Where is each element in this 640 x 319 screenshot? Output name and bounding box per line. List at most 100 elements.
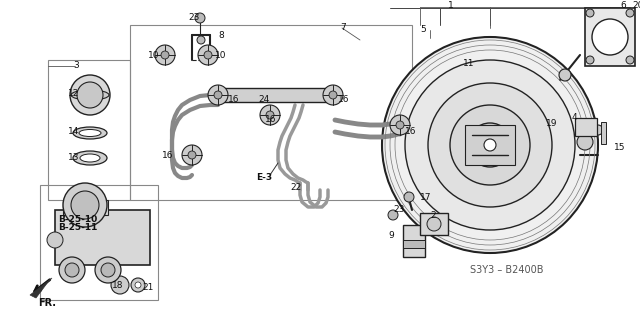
Text: 16: 16: [228, 95, 239, 105]
Bar: [55, 210, 150, 265]
Text: S3Y3 – B2400B: S3Y3 – B2400B: [470, 265, 543, 275]
Text: 8: 8: [218, 32, 224, 41]
Text: 1: 1: [448, 2, 454, 11]
Text: E-3: E-3: [256, 174, 272, 182]
Text: 16: 16: [338, 95, 349, 105]
Circle shape: [188, 151, 196, 159]
Text: 7: 7: [340, 24, 346, 33]
Bar: [48, 60, 130, 200]
Ellipse shape: [79, 130, 101, 137]
Circle shape: [266, 111, 274, 119]
Bar: [130, 25, 412, 200]
Text: 10: 10: [215, 50, 227, 60]
Circle shape: [480, 135, 500, 155]
Circle shape: [427, 217, 441, 231]
Text: 16: 16: [162, 151, 173, 160]
Text: 4: 4: [572, 114, 578, 122]
Text: 22: 22: [290, 183, 301, 192]
Circle shape: [484, 139, 496, 151]
Ellipse shape: [73, 151, 107, 165]
Bar: [420, 213, 448, 235]
Circle shape: [396, 121, 404, 129]
Text: 2: 2: [430, 211, 436, 219]
Text: B-25-10: B-25-10: [58, 216, 97, 225]
Circle shape: [626, 56, 634, 64]
Circle shape: [593, 125, 603, 135]
Text: 9: 9: [388, 231, 394, 240]
Text: 23: 23: [393, 205, 404, 214]
Circle shape: [77, 82, 103, 108]
Circle shape: [161, 51, 169, 59]
Circle shape: [71, 191, 99, 219]
Text: B-25-11: B-25-11: [58, 224, 97, 233]
Bar: [403, 225, 425, 257]
Text: 6: 6: [620, 2, 626, 11]
Circle shape: [204, 51, 212, 59]
Bar: [601, 122, 606, 144]
Ellipse shape: [80, 154, 100, 162]
Text: 23: 23: [188, 13, 200, 23]
Text: 15: 15: [614, 144, 625, 152]
Circle shape: [586, 9, 594, 17]
Bar: [40, 185, 158, 300]
Circle shape: [626, 9, 634, 17]
Circle shape: [63, 183, 107, 227]
Circle shape: [388, 210, 398, 220]
Circle shape: [47, 232, 63, 248]
Polygon shape: [30, 278, 52, 298]
Text: 11: 11: [463, 58, 474, 68]
Circle shape: [382, 37, 598, 253]
Bar: [218, 88, 333, 102]
Circle shape: [450, 105, 530, 185]
Text: 12: 12: [68, 88, 79, 98]
Bar: [403, 240, 425, 248]
Circle shape: [135, 282, 141, 288]
Text: 16: 16: [265, 115, 276, 124]
Bar: [465, 125, 515, 165]
Circle shape: [59, 257, 85, 283]
Text: 16: 16: [405, 128, 417, 137]
Text: 21: 21: [142, 284, 154, 293]
Circle shape: [586, 56, 594, 64]
Bar: [585, 8, 635, 66]
Bar: [575, 118, 597, 136]
Text: FR.: FR.: [38, 298, 56, 308]
Circle shape: [559, 69, 571, 81]
Circle shape: [111, 276, 129, 294]
Text: 24: 24: [258, 95, 269, 105]
Text: 18: 18: [112, 280, 124, 290]
Circle shape: [131, 278, 145, 292]
Text: 17: 17: [420, 194, 431, 203]
Circle shape: [428, 83, 552, 207]
Circle shape: [404, 192, 414, 202]
Text: 5: 5: [420, 26, 426, 34]
Circle shape: [95, 257, 121, 283]
Circle shape: [182, 145, 202, 165]
Circle shape: [390, 115, 410, 135]
Circle shape: [329, 91, 337, 99]
Circle shape: [101, 263, 115, 277]
Circle shape: [260, 105, 280, 125]
Circle shape: [70, 75, 110, 115]
Circle shape: [65, 263, 79, 277]
Circle shape: [195, 13, 205, 23]
Circle shape: [577, 134, 593, 150]
Circle shape: [155, 45, 175, 65]
Text: 10: 10: [148, 50, 159, 60]
Bar: [63, 200, 108, 215]
Circle shape: [468, 123, 512, 167]
Circle shape: [592, 19, 628, 55]
Circle shape: [197, 36, 205, 44]
Text: 19: 19: [546, 118, 557, 128]
Ellipse shape: [73, 127, 107, 139]
Circle shape: [208, 85, 228, 105]
Circle shape: [214, 91, 222, 99]
Text: 13: 13: [68, 152, 79, 161]
Text: 3: 3: [73, 62, 79, 70]
Text: 20: 20: [632, 2, 640, 11]
Text: 14: 14: [68, 128, 79, 137]
Circle shape: [405, 60, 575, 230]
Circle shape: [198, 45, 218, 65]
Ellipse shape: [71, 90, 109, 100]
Circle shape: [323, 85, 343, 105]
